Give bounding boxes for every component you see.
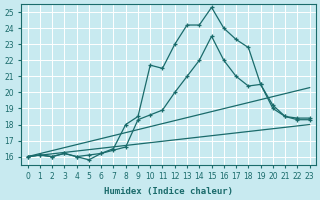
X-axis label: Humidex (Indice chaleur): Humidex (Indice chaleur) xyxy=(104,187,233,196)
